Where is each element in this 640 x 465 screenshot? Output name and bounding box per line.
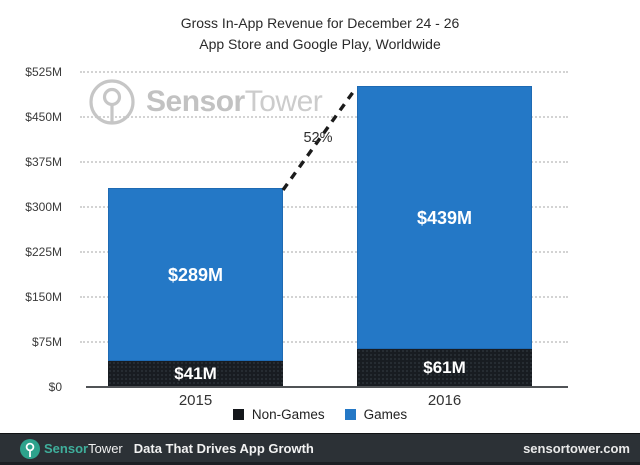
legend-label: Non-Games <box>251 407 325 422</box>
bar-value-label: $61M <box>423 357 466 377</box>
gridline <box>80 341 568 343</box>
footer-brand-sensor: Sensor <box>44 441 89 456</box>
bar-value-label: $289M <box>167 264 224 285</box>
bar-segment-non-games-2016 <box>357 349 532 386</box>
gridline <box>80 296 568 298</box>
gridline <box>80 206 568 208</box>
y-tick-label: $0 <box>48 380 62 394</box>
footer-website: sensortower.com <box>523 441 630 456</box>
chart-legend: Non-Games Games <box>0 407 640 422</box>
legend-item-games: Games <box>344 407 408 422</box>
y-tick-label: $225M <box>25 245 62 259</box>
footer-tagline: Data That Drives App Growth <box>133 441 314 456</box>
bar-segment-non-games-2015 <box>108 361 283 386</box>
sensortower-footer-logo-icon <box>20 438 40 459</box>
footer-bar: SensorTower Data That Drives App Growth … <box>0 433 640 465</box>
y-tick-label: $150M <box>25 290 62 304</box>
growth-percentage-label: 52% <box>303 130 333 146</box>
bar-value-label: $41M <box>174 363 217 383</box>
y-tick-label: $450M <box>25 110 62 124</box>
x-axis-label-2016: 2016 <box>427 392 462 409</box>
watermark: SensorTower <box>88 78 323 126</box>
y-tick-label: $375M <box>25 155 62 169</box>
watermark-brand: SensorTower <box>146 85 323 119</box>
sensortower-logo-icon <box>89 79 135 125</box>
gridline <box>80 71 568 73</box>
legend-swatch <box>232 409 244 420</box>
bar-segment-games-2016 <box>357 86 532 350</box>
gridline <box>80 251 568 253</box>
legend-item-non-games: Non-Games <box>232 407 325 422</box>
y-tick-label: $75M <box>31 335 62 349</box>
x-axis-line <box>86 386 568 388</box>
watermark-brand-sensor: Sensor <box>146 85 245 118</box>
bar-segment-games-2015 <box>108 188 283 362</box>
chart-title-line1: Gross In-App Revenue for December 24 - 2… <box>180 15 460 31</box>
watermark-brand-tower: Tower <box>244 85 323 118</box>
x-axis-label-2015: 2015 <box>178 392 213 409</box>
y-tick-label: $300M <box>25 200 62 214</box>
legend-swatch <box>344 409 356 420</box>
bar-value-label: $439M <box>416 207 473 228</box>
footer-brand-tower: Tower <box>88 441 123 456</box>
footer-brand: SensorTower <box>44 441 123 456</box>
chart-title-line2: App Store and Google Play, Worldwide <box>199 36 441 52</box>
legend-label: Games <box>363 407 408 422</box>
chart-title: Gross In-App Revenue for December 24 - 2… <box>0 13 640 55</box>
y-tick-label: $525M <box>25 65 62 79</box>
